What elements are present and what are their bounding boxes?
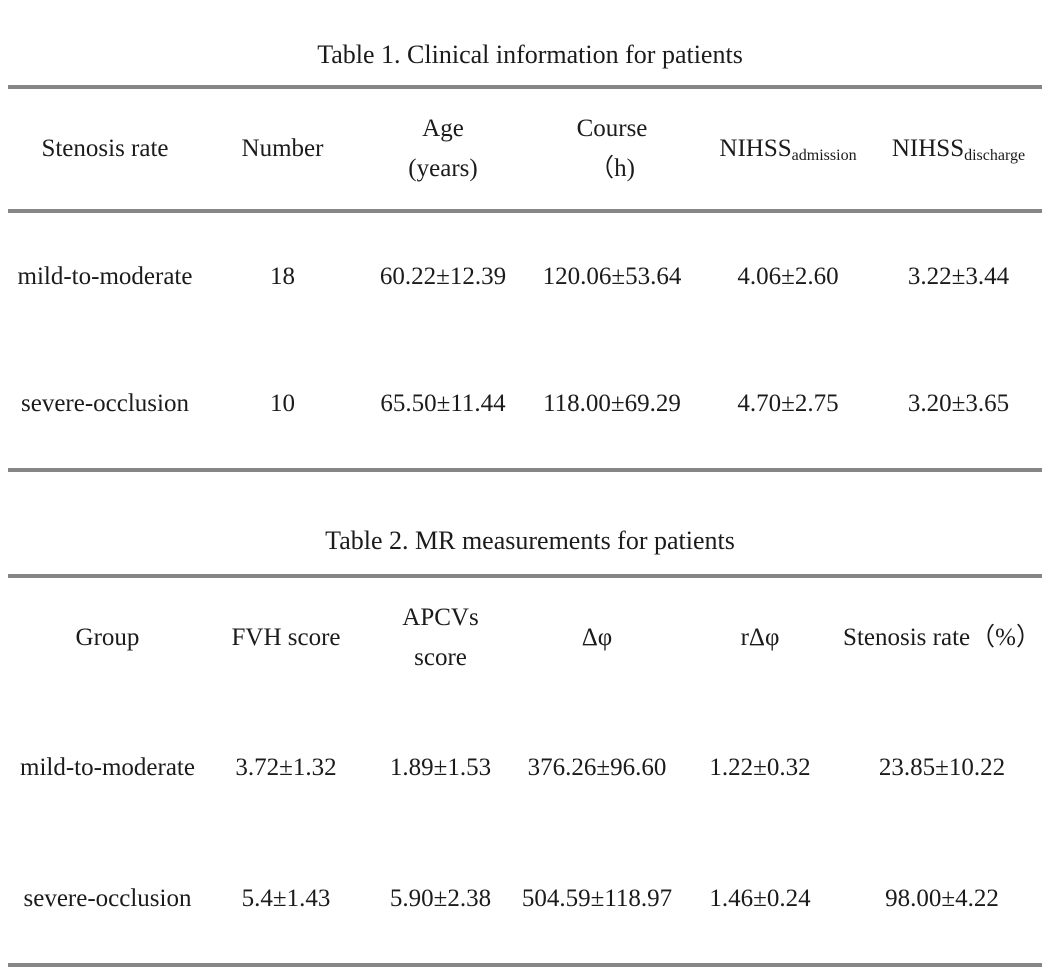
table2-header-fvh-score: FVH score — [207, 578, 365, 698]
header-text-line1: Course — [576, 115, 648, 142]
value-cell: 18 — [270, 262, 295, 290]
header-text: Stenosis rate — [41, 135, 169, 162]
header-text: NIHSSadmission — [719, 135, 857, 164]
value-cell: 98.00±4.22 — [885, 884, 999, 912]
header-text-line2: (years) — [408, 155, 478, 182]
table2-row: severe-occlusion 5.4±1.43 5.90±2.38 504.… — [8, 833, 1042, 964]
header-text: Stenosis rate（%） — [843, 624, 1041, 651]
table1-caption: Table 1. Clinical information for patien… — [317, 40, 743, 69]
table1-header-age: Age (years) — [363, 89, 523, 209]
table2-caption: Table 2. MR measurements for patients — [325, 526, 735, 555]
value-cell: 4.06±2.60 — [737, 262, 839, 290]
value-cell: 1.22±0.32 — [709, 753, 811, 781]
header-text-line1: Age — [422, 115, 464, 142]
table1-header-row: Stenosis rate Number Age (years) Course … — [8, 89, 1042, 209]
table1-row: mild-to-moderate 18 60.22±12.39 120.06±5… — [8, 213, 1042, 340]
value-cell: 120.06±53.64 — [542, 262, 682, 290]
header-text: rΔφ — [740, 624, 780, 651]
header-text-line2: score — [414, 644, 467, 671]
value-cell: 118.00±69.29 — [543, 389, 681, 417]
table1-header-number: Number — [202, 89, 363, 209]
value-cell: 4.70±2.75 — [737, 389, 839, 417]
value-cell: 3.72±1.32 — [235, 753, 337, 781]
value-cell: 23.85±10.22 — [878, 753, 1006, 781]
table2-header-r-delta-phi: rΔφ — [678, 578, 842, 698]
table2-header-row: Group FVH score APCVs score Δφ rΔφ Steno… — [8, 578, 1042, 698]
value-cell: 10 — [270, 389, 295, 417]
table1-row: severe-occlusion 10 65.50±11.44 118.00±6… — [8, 340, 1042, 467]
header-text-line2: （h) — [589, 155, 635, 182]
value-cell: 504.59±118.97 — [521, 884, 673, 912]
header-text-line1: APCVs — [402, 604, 479, 631]
table2-header-group: Group — [8, 578, 207, 698]
table2-bottom-rule — [8, 963, 1042, 967]
header-text: Number — [241, 135, 324, 162]
row-label-cell: severe-occlusion — [21, 389, 189, 417]
table2-top-rule — [8, 574, 1042, 578]
subscript-text: admission — [791, 147, 857, 164]
header-text: Δφ — [581, 624, 613, 651]
table1-header-nihss-admission: NIHSSadmission — [701, 89, 875, 209]
header-text: FVH score — [231, 624, 341, 651]
table2-header-stenosis-rate: Stenosis rate（%） — [842, 578, 1042, 698]
table2-header-apcvs-score: APCVs score — [365, 578, 516, 698]
table2-row: mild-to-moderate 3.72±1.32 1.89±1.53 376… — [8, 702, 1042, 833]
header-text: Group — [75, 624, 140, 651]
value-cell: 5.4±1.43 — [241, 884, 331, 912]
value-cell: 65.50±11.44 — [380, 389, 506, 417]
table1-header-nihss-discharge: NIHSSdischarge — [875, 89, 1042, 209]
row-label-cell: severe-occlusion — [23, 884, 192, 912]
value-cell: 60.22±12.39 — [379, 262, 507, 290]
value-cell: 1.46±0.24 — [709, 884, 811, 912]
table1-header-stenosis-rate: Stenosis rate — [8, 89, 202, 209]
table1-bottom-rule — [8, 468, 1042, 472]
table1-header-course: Course （h) — [523, 89, 701, 209]
value-cell: 3.22±3.44 — [907, 262, 1010, 290]
value-cell: 5.90±2.38 — [389, 884, 492, 912]
subscript-text: discharge — [964, 147, 1026, 164]
value-cell: 3.20±3.65 — [907, 389, 1010, 417]
value-cell: 376.26±96.60 — [527, 753, 667, 781]
header-text: NIHSSdischarge — [891, 135, 1026, 164]
table1-top-rule — [8, 85, 1042, 89]
row-label-cell: mild-to-moderate — [20, 753, 195, 781]
row-label-cell: mild-to-moderate — [17, 262, 193, 290]
value-cell: 1.89±1.53 — [389, 753, 492, 781]
table1-header-rule — [8, 209, 1042, 213]
table2-header-delta-phi: Δφ — [516, 578, 678, 698]
